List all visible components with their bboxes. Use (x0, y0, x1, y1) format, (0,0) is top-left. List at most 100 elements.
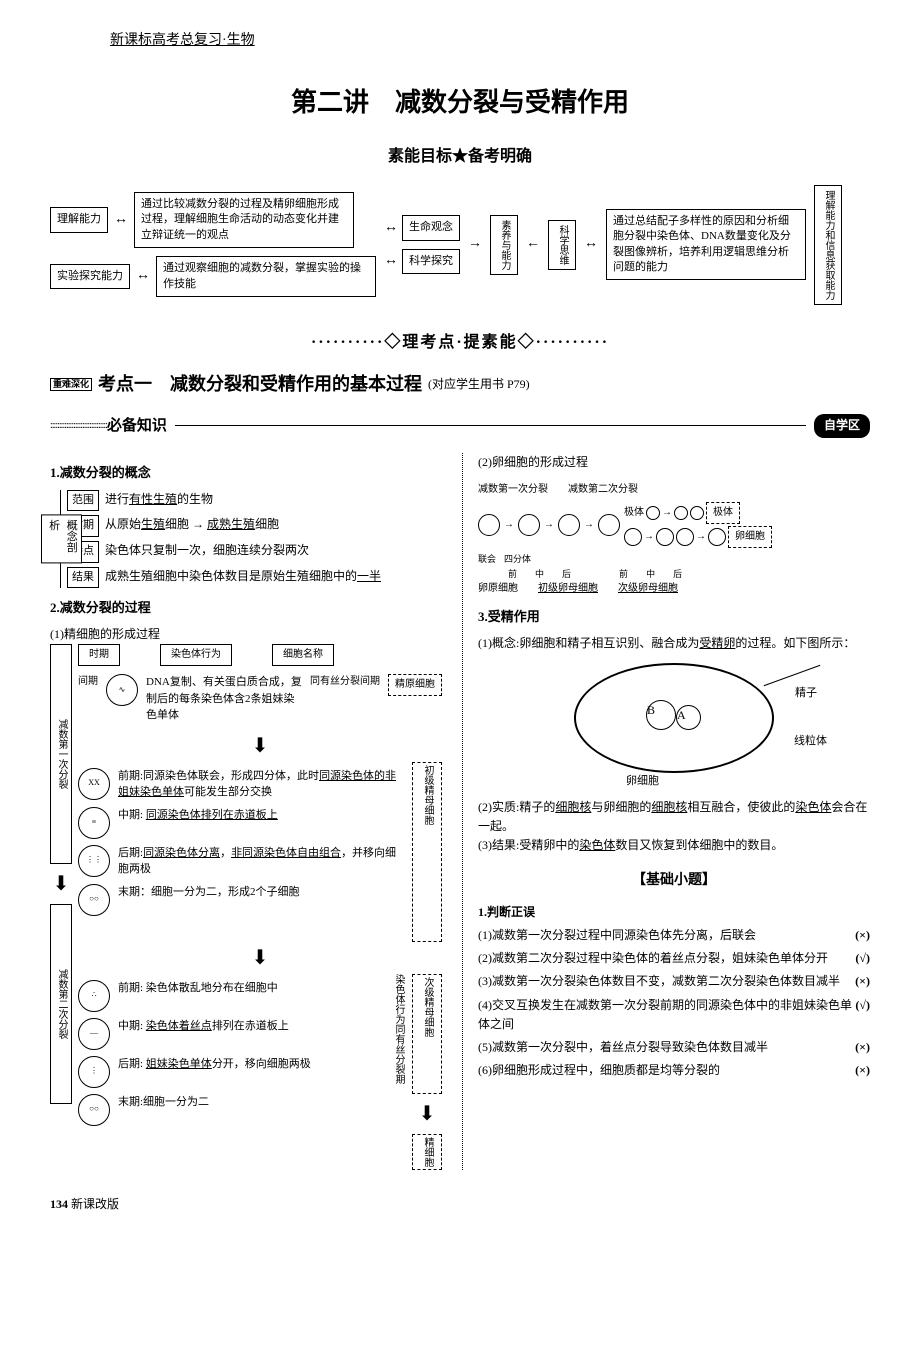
arrow-icon: → (544, 517, 554, 533)
quiz-answer: (×) (855, 1038, 870, 1057)
quiz-question: (2)减数第二次分裂过程中染色体的着丝点分裂，姐妹染色单体分开 (478, 949, 828, 968)
proc-desc: 前期: 染色体散乱地分布在细胞中 (118, 980, 384, 997)
paragraph: (3)结果:受精卵中的染色体数目又恢复到体细胞中的数目。 (478, 836, 870, 855)
page-ref: (对应学生用书 P79) (428, 375, 530, 394)
proc-desc: 中期: 同源染色体排列在赤道板上 (118, 807, 406, 824)
cell-icon: ⋮ (78, 1056, 110, 1088)
cell-name: 精原细胞 (388, 674, 442, 696)
process-row: ○○ 末期：细胞一分为二，形成2个子细胞 (78, 884, 406, 916)
proc-desc: 后期: 姐妹染色单体分开，移向细胞两极 (118, 1056, 384, 1073)
quiz-question: (6)卵细胞形成过程中，细胞质都是均等分裂的 (478, 1061, 720, 1080)
quiz-question: (3)减数第一次分裂染色体数目不变，减数第二次分裂染色体数目减半 (478, 972, 840, 991)
cell-name: 次级精母细胞 (412, 974, 442, 1094)
quiz-item: (4)交叉互换发生在减数第一次分裂前期的同源染色体中的非姐妹染色单体之间 (√) (478, 996, 870, 1034)
down-arrow-icon: ⬇ (412, 1098, 442, 1130)
proc-desc: 后期:同源染色体分离，非同源染色体自由组合，并移向细胞两极 (118, 845, 406, 878)
cell-icon (646, 506, 660, 520)
self-study-badge: 自学区 (814, 414, 870, 437)
cell-icon (558, 514, 580, 536)
cell-icon (478, 514, 500, 536)
desc-box: 通过观察细胞的减数分裂，掌握实验的操作技能 (156, 256, 376, 297)
phase-label: 中 (646, 567, 655, 581)
quiz-question: (5)减数第一次分裂中，着丝点分裂导致染色体数目减半 (478, 1038, 768, 1057)
cell-icon: — (78, 1018, 110, 1050)
row-text: 从原始生殖细胞 → 成熟生殖细胞 (105, 515, 279, 537)
phase-label: 前 (619, 567, 628, 581)
cell-icon (674, 506, 688, 520)
concept-row: 范围 进行有性生殖的生物 (67, 490, 442, 512)
left-column: 1.减数分裂的概念 概念剖析 范围 进行有性生殖的生物 时期 从原始生殖细胞 →… (50, 453, 442, 1170)
thinking-box: 科学思维 (548, 220, 576, 270)
process-row: — 中期: 染色体着丝点排列在赤道板上 (78, 1018, 384, 1050)
cell-icon: ○○ (78, 884, 110, 916)
process-diagram: 减数第一次分裂 ⬇ 减数第二次分裂 时期 染色体行为 细胞名称 间期 ∿ DNA… (50, 644, 442, 1170)
cell-icon (624, 528, 642, 546)
req-text: 必备知识 (107, 414, 167, 438)
fertilization-diagram: B A 精子 线粒体 卵细胞 (574, 663, 774, 773)
badge-icon: 重难深化 (50, 378, 92, 391)
phase-label: 后 (562, 567, 571, 581)
egg-label: 卵原细胞 (478, 581, 518, 597)
egg-label: 减数第一次分裂 (478, 482, 548, 498)
proc-desc: 中期: 染色体着丝点排列在赤道板上 (118, 1018, 384, 1035)
proc-header: 时期 (78, 644, 120, 666)
heading-2: 2.减数分裂的过程 (50, 598, 442, 619)
goal-title: 素能目标★备考明确 (50, 144, 870, 170)
egg-label: 四分体 (504, 552, 531, 566)
egg-diagram: 减数第一次分裂 减数第二次分裂 → → → 极体 → (478, 482, 870, 597)
fert-label: 线粒体 (794, 733, 827, 751)
proc-desc: 前期:同源染色体联会，形成四分体，此时同源染色体的非姐妹染色单体可能发生部分交换 (118, 768, 406, 801)
page-footer: 134 新课改版 (50, 1195, 870, 1214)
phase-bar-2: 减数第二次分裂 (50, 904, 72, 1104)
section-divider: ··········◇理考点·提素能◇·········· (50, 330, 870, 356)
cell-icon (656, 528, 674, 546)
cell-icon (518, 514, 540, 536)
row-text: 成熟生殖细胞中染色体数目是原始生殖细胞中的一半 (105, 567, 381, 589)
cell-name: 精细胞 (412, 1134, 442, 1170)
page-number: 134 (50, 1197, 68, 1211)
cell-icon (690, 506, 704, 520)
right-column: (2)卵细胞的形成过程 减数第一次分裂 减数第二次分裂 → → → (462, 453, 870, 1170)
dots-icon: :::::::::::::::::::::::::::::::: (50, 418, 107, 434)
content-columns: 1.减数分裂的概念 概念剖析 范围 进行有性生殖的生物 时期 从原始生殖细胞 →… (50, 453, 870, 1170)
phase-label: 中 (535, 567, 544, 581)
proc-desc: DNA复制、有关蛋白质合成，复制后的每条染色体含2条姐妹染色单体 (146, 674, 302, 724)
arrow-icon: → (662, 505, 672, 521)
fert-label: 卵细胞 (626, 773, 659, 791)
down-arrow-icon: ⬇ (50, 868, 72, 900)
right-ability-box: 理解能力和信息获取能力 (814, 185, 842, 305)
quiz-heading: 1.判断正误 (478, 903, 870, 922)
arrow-icon: ↔ (114, 209, 128, 231)
divider-line (175, 425, 806, 426)
egg-label: 初级卵母细胞 (538, 581, 598, 597)
concept-side-label: 概念剖析 (41, 514, 82, 563)
paragraph: (2)实质:精子的细胞核与卵细胞的细胞核相互融合，使彼此的染色体会合在一起。 (478, 798, 870, 836)
egg-label: 卵细胞 (728, 526, 772, 548)
required-knowledge-bar: :::::::::::::::::::::::::::::::: 必备知识 自学… (50, 414, 870, 438)
chapter-title: 第二讲 减数分裂与受精作用 (50, 82, 870, 124)
quiz-question: (1)减数第一次分裂过程中同源染色体先分离，后联会 (478, 926, 756, 945)
footer-text: 新课改版 (71, 1197, 119, 1211)
proc-header: 细胞名称 (272, 644, 334, 666)
arrow-icon: → (696, 529, 706, 545)
right-desc-box: 通过总结配子多样性的原因和分析细胞分裂中染色体、DNA数量变化及分裂图像辨析，培… (606, 209, 806, 281)
phase-label: 后 (673, 567, 682, 581)
cell-icon (676, 528, 694, 546)
desc-box: 通过比较减数分裂的过程及精卵细胞形成过程，理解细胞生命活动的动态变化并建立辩证统… (134, 192, 354, 248)
row-label: 结果 (67, 567, 99, 589)
concept-box: 科学探究 (402, 249, 460, 274)
quiz-answer: (×) (855, 1061, 870, 1080)
egg-label: 极体 (706, 502, 740, 524)
heading-3: 3.受精作用 (478, 607, 870, 628)
nucleus-icon: A (676, 705, 701, 730)
egg-label: 次级卵母细胞 (618, 581, 678, 597)
phase-bar-1: 减数第一次分裂 (50, 644, 72, 864)
down-arrow-icon: ⬇ (78, 942, 442, 974)
subheading: (2)卵细胞的形成过程 (478, 453, 870, 472)
heading-1: 1.减数分裂的概念 (50, 463, 442, 484)
process-row: ∴ 前期: 染色体散乱地分布在细胞中 (78, 980, 384, 1012)
proc-note: 同有丝分裂间期 (310, 674, 380, 690)
proc-desc: 末期：细胞一分为二，形成2个子细胞 (118, 884, 406, 901)
side-note: 染色体行为同有丝分裂期 (390, 974, 406, 1170)
quiz-item: (6)卵细胞形成过程中，细胞质都是均等分裂的 (×) (478, 1061, 870, 1080)
